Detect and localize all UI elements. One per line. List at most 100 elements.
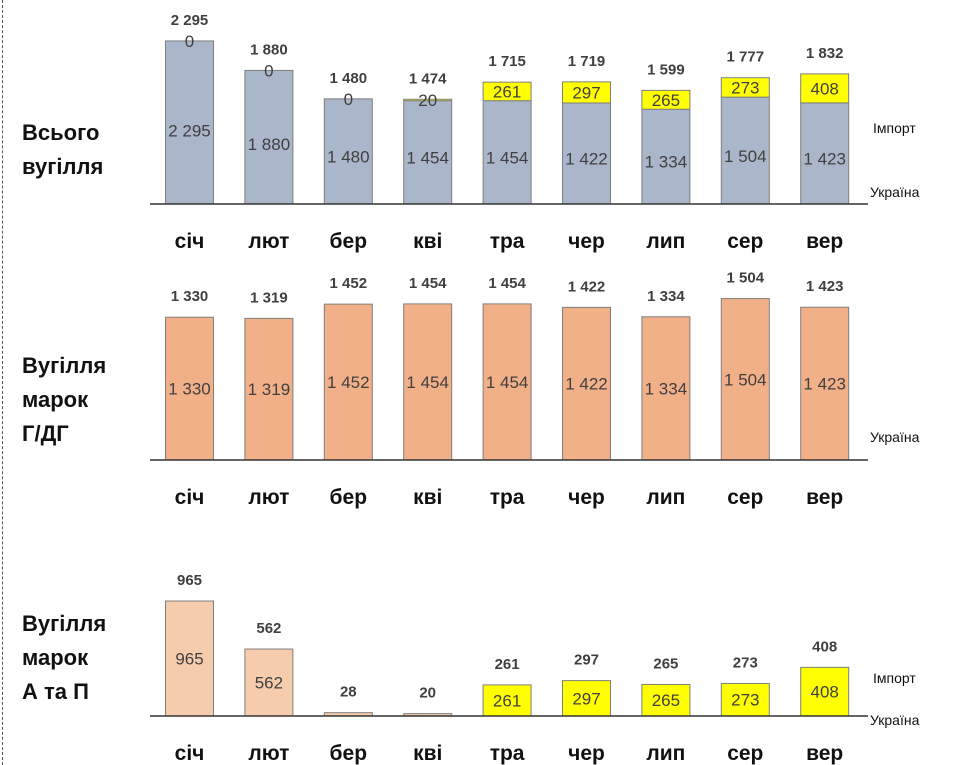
total-label: 1 832 (806, 45, 844, 62)
bar-import (641, 683, 691, 717)
bar-ukraine (323, 98, 373, 205)
data-label-ukraine: 1 334 (645, 152, 688, 171)
data-label-ukraine: 1 880 (248, 135, 291, 154)
data-label-import: 273 (731, 78, 759, 97)
data-label-ukraine: 1 422 (565, 150, 608, 169)
bar-import (800, 73, 850, 104)
total-label: 1 715 (488, 53, 526, 70)
data-label-ukraine: 1 454 (486, 373, 529, 392)
left-dotted-border (2, 0, 3, 765)
data-label-import: 261 (493, 82, 521, 101)
total-label: 1 334 (647, 288, 685, 305)
category-label: бер (330, 486, 367, 509)
data-label-import: 273 (731, 691, 759, 710)
category-label: лип (646, 230, 685, 253)
total-label: 1 777 (727, 49, 765, 66)
total-label: 965 (177, 572, 202, 589)
legend-ukraine: Україна (870, 712, 920, 728)
total-label: 1 454 (488, 275, 526, 292)
bar-import (562, 81, 611, 104)
bar-ukraine (562, 102, 611, 205)
data-label-ukraine: 2 295 (168, 122, 211, 141)
total-label: 28 (340, 684, 357, 701)
category-label: лют (248, 486, 289, 509)
bar-import (641, 89, 691, 110)
data-label-ukraine: 1 423 (803, 375, 846, 394)
category-label: сер (727, 486, 763, 509)
data-label-import: 0 (344, 90, 353, 109)
category-label: кві (413, 742, 442, 765)
data-label-ukraine: 1 504 (724, 370, 767, 389)
panel-title-ap-coal: Вугілля марок А та П (22, 611, 107, 704)
category-label: вер (806, 486, 843, 509)
bar-ukraine (800, 102, 850, 205)
data-label-import: 408 (811, 79, 839, 98)
data-label-import: 297 (572, 689, 600, 708)
category-label: лип (646, 486, 685, 509)
bar-ukraine (244, 648, 294, 717)
total-label: 562 (256, 620, 281, 637)
category-label: січ (175, 486, 205, 509)
category-label: сер (727, 742, 763, 765)
bar-ukraine (641, 316, 691, 461)
bar-ukraine (482, 100, 532, 205)
total-label: 1 452 (330, 275, 368, 292)
data-label-import: 265 (652, 91, 680, 110)
data-label-ukraine: 1 454 (486, 149, 529, 168)
category-label: бер (330, 230, 367, 253)
bar-ukraine (482, 303, 532, 461)
data-label-ukraine: 1 480 (327, 148, 370, 167)
panel-title-all-coal: Всього вугілля (22, 120, 104, 179)
data-label-ukraine: 1 319 (248, 380, 291, 399)
bar-import (562, 680, 611, 717)
panel-title-gdg-coal: Вугілля марок Г/ДГ (22, 353, 107, 446)
category-label: чер (568, 742, 605, 765)
legend-import: Імпорт (873, 670, 916, 686)
bar-import (720, 682, 770, 717)
total-label: 1 330 (171, 288, 209, 305)
data-label-import: 0 (264, 61, 273, 80)
total-label: 20 (419, 685, 436, 702)
data-label-import: 265 (652, 691, 680, 710)
total-label: 1 474 (409, 70, 447, 87)
legend-import: Імпорт (873, 120, 916, 136)
data-label-import: 0 (185, 32, 194, 51)
category-label: лют (248, 742, 289, 765)
category-label: тра (490, 230, 525, 253)
data-label-ukraine: 965 (175, 650, 203, 669)
total-label: 2 295 (171, 12, 209, 29)
bar-import (403, 98, 453, 102)
category-label: січ (175, 230, 205, 253)
total-label: 297 (574, 652, 599, 669)
total-label: 1 599 (647, 61, 685, 78)
category-label: лип (646, 742, 685, 765)
category-label: січ (175, 742, 205, 765)
legend-ukraine: Україна (870, 429, 920, 445)
bar-ukraine (165, 316, 214, 461)
total-label: 1 880 (250, 41, 288, 58)
data-label-ukraine: 1 454 (406, 149, 449, 168)
data-label-ukraine: 1 330 (168, 380, 211, 399)
total-label: 1 423 (806, 278, 844, 295)
data-label-import: 408 (811, 683, 839, 702)
category-label: чер (568, 486, 605, 509)
category-label: вер (806, 742, 843, 765)
data-label-ukraine: 1 334 (645, 379, 688, 398)
category-label: кві (413, 230, 442, 253)
data-label-import: 261 (493, 691, 521, 710)
category-label: вер (806, 230, 843, 253)
category-label: сер (727, 230, 763, 253)
bar-ukraine (165, 600, 214, 717)
data-label-ukraine: 1 423 (803, 150, 846, 169)
total-label: 1 454 (409, 275, 447, 292)
bar-ukraine (403, 100, 453, 205)
category-label: тра (490, 742, 525, 765)
total-label: 1 504 (727, 270, 765, 287)
data-label-ukraine: 1 454 (406, 373, 449, 392)
data-label-ukraine: 1 504 (724, 147, 767, 166)
total-label: 273 (733, 654, 758, 671)
total-label: 1 319 (250, 289, 288, 306)
bar-ukraine (244, 69, 294, 205)
bar-ukraine (720, 298, 770, 461)
